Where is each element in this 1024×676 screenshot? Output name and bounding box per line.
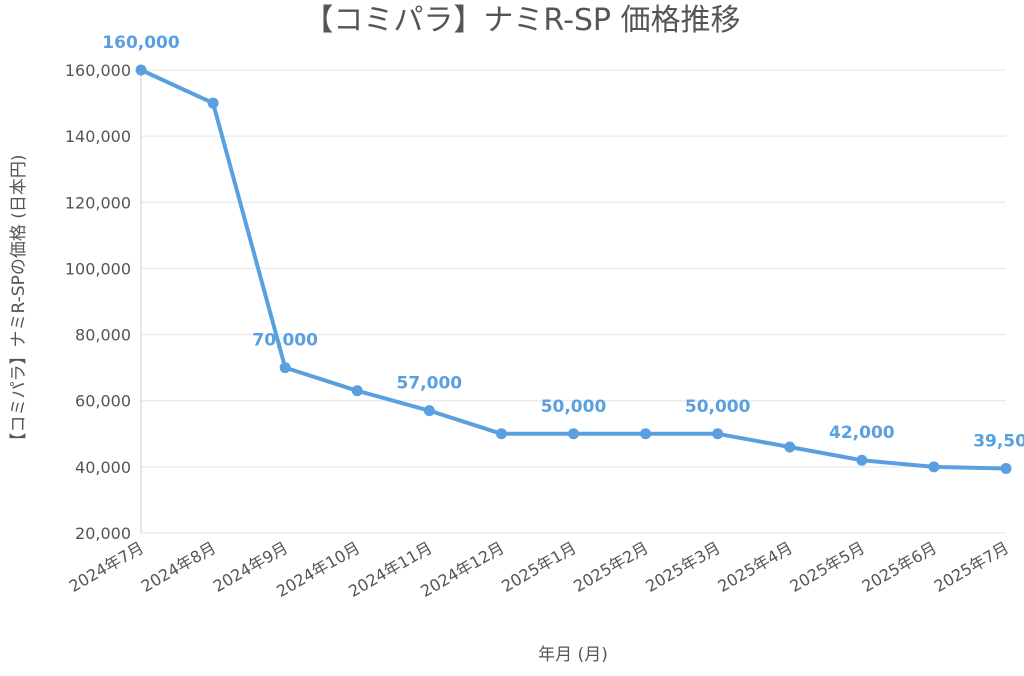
data-point bbox=[207, 97, 219, 109]
y-tick-label: 20,000 bbox=[75, 524, 131, 543]
data-point bbox=[784, 441, 796, 453]
data-point bbox=[135, 64, 147, 76]
series-layer bbox=[135, 64, 1012, 475]
y-tick-label: 80,000 bbox=[75, 326, 131, 345]
data-label: 50,000 bbox=[541, 397, 607, 417]
data-point bbox=[1000, 463, 1012, 475]
data-point bbox=[351, 385, 363, 397]
x-axis-title: 年月 (月) bbox=[538, 645, 608, 665]
data-point bbox=[640, 428, 652, 440]
y-axis-title: 【コミパラ】ナミR-SPの価格 (日本円) bbox=[9, 155, 29, 450]
x-tick-label: 2025年3月 bbox=[642, 538, 723, 596]
data-point bbox=[856, 454, 868, 466]
x-axis-ticks: 2024年7月2024年8月2024年9月2024年10月2024年11月202… bbox=[66, 538, 1012, 601]
data-point bbox=[928, 461, 940, 473]
data-point bbox=[423, 405, 435, 417]
data-labels: 160,000 70,000 57,000 50,000 50,000 42,000 39,… bbox=[102, 33, 1024, 452]
x-tick-label: 2025年2月 bbox=[570, 538, 651, 596]
x-tick-label: 2025年5月 bbox=[787, 538, 868, 596]
data-label: 39,500 bbox=[973, 432, 1024, 452]
gridlines bbox=[140, 69, 1006, 534]
y-tick-label: 140,000 bbox=[65, 127, 131, 146]
data-label: 160,000 bbox=[102, 33, 180, 53]
data-point bbox=[279, 362, 291, 374]
x-tick-label: 2025年7月 bbox=[931, 538, 1012, 596]
data-point bbox=[712, 428, 724, 440]
y-tick-label: 160,000 bbox=[65, 61, 131, 80]
y-tick-label: 100,000 bbox=[65, 259, 131, 278]
y-axis-ticks: 20,000 40,000 60,000 80,000 100,000 120,000 14… bbox=[65, 61, 131, 543]
chart-title: 【コミパラ】ナミR-SP 価格推移 bbox=[303, 3, 740, 38]
y-tick-label: 60,000 bbox=[75, 392, 131, 411]
x-tick-label: 2025年4月 bbox=[714, 538, 795, 596]
data-point bbox=[495, 428, 507, 440]
data-label: 70,000 bbox=[252, 331, 318, 351]
data-label: 57,000 bbox=[397, 374, 463, 394]
data-point bbox=[568, 428, 579, 440]
data-label: 42,000 bbox=[829, 423, 895, 443]
x-tick-label: 2025年6月 bbox=[859, 538, 940, 596]
data-label: 50,000 bbox=[685, 397, 751, 417]
y-tick-label: 120,000 bbox=[65, 193, 131, 212]
x-tick-label: 2024年7月 bbox=[66, 538, 147, 596]
x-tick-label: 2024年8月 bbox=[138, 538, 219, 596]
x-tick-label: 2025年1月 bbox=[498, 538, 579, 596]
y-tick-label: 40,000 bbox=[75, 458, 131, 477]
